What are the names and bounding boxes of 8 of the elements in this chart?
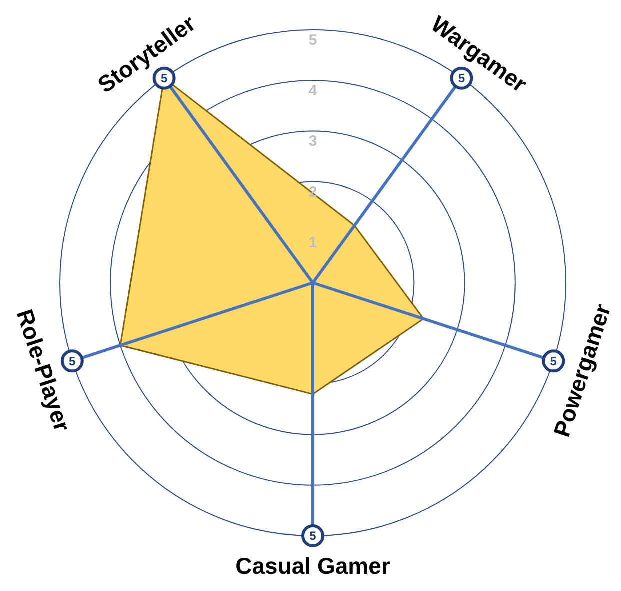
badge-icon: 5	[542, 350, 566, 373]
spoke-label: Casual Gamer	[236, 553, 390, 580]
y-tick-label: 4	[308, 82, 318, 100]
y-tick-label: 3	[308, 133, 318, 150]
y-tick-label: 2	[308, 184, 318, 201]
y-tick-label: 1	[308, 234, 318, 252]
badge-icon: 5	[60, 350, 84, 373]
badge-icon: 5	[302, 524, 324, 548]
